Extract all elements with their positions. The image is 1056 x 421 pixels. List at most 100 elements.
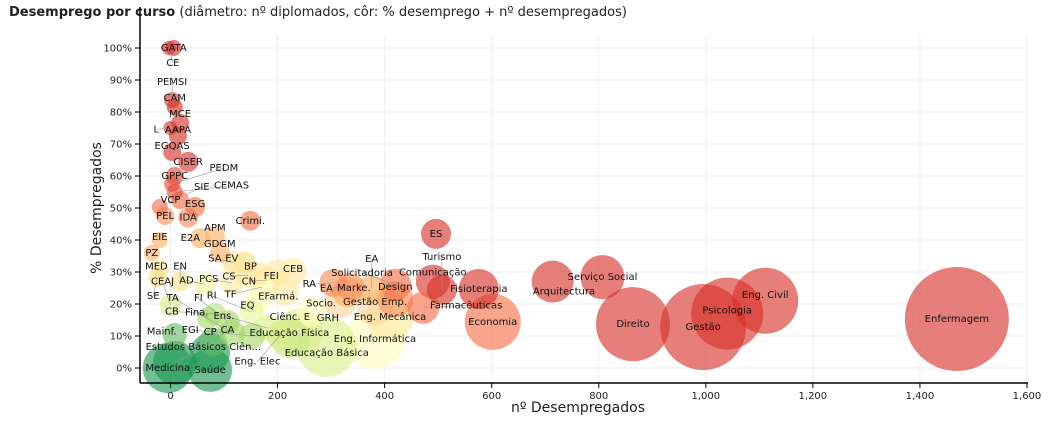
- bubble-label: Medicina: [145, 363, 190, 374]
- bubble-label: GDGM: [204, 239, 236, 250]
- label-leader-line: [196, 312, 233, 334]
- label-leader-line: [174, 346, 204, 364]
- chart-title: Desemprego por curso (diâmetro: nº diplo…: [9, 5, 627, 20]
- bubble-label: Mainf.: [147, 326, 177, 337]
- bubble-label: Serviço Social: [568, 272, 638, 283]
- bubble-label: Ens.: [213, 311, 234, 322]
- bubble-label: MED: [145, 262, 168, 273]
- label-leader-line: [186, 280, 205, 285]
- axes: 0 200 400 600 800 1,000 1,200 1,400 1,600 0% 10% 20…: [103, 7, 1041, 402]
- bubble-label: L: [153, 124, 159, 135]
- bubble-label: EIE: [152, 232, 168, 243]
- bubble[interactable]: APM: [204, 226, 225, 247]
- bubbles: Enfermagem Gestão Direito Psicologia Eng. Ci…: [142, 40, 1009, 393]
- bubble-label: Marke.: [337, 283, 371, 294]
- bubble-label: Solicitadoria: [331, 268, 393, 279]
- bubble-label: GRH: [317, 313, 339, 324]
- bubble-label: PZ: [145, 248, 158, 259]
- label-leader-lines: [152, 47, 467, 364]
- bubble-labels: Enfermagem Gestão Direito Psicologia Eng. Ci…: [145, 43, 989, 376]
- bubble[interactable]: ESG: [185, 197, 206, 218]
- y-tick-label: 30%: [110, 268, 132, 279]
- bubble-label: Arquitectura: [533, 286, 595, 297]
- bubble-label: Gestão: [685, 322, 720, 333]
- bubble[interactable]: E2A: [189, 228, 210, 249]
- bubble-label: ESG: [185, 199, 205, 210]
- x-axis-title: nº Desempregados: [511, 400, 645, 416]
- label-leader-line: [172, 167, 224, 185]
- bubble-label: Crimi.: [235, 216, 265, 227]
- x-tick-label: 400: [375, 391, 394, 402]
- bubble-label: SIE: [194, 182, 210, 193]
- bubble-label: CEMAS: [214, 181, 249, 192]
- bubble[interactable]: Direito: [595, 287, 670, 362]
- bubble[interactable]: ES: [421, 218, 452, 249]
- y-tick-label: 50%: [110, 204, 132, 215]
- bubble[interactable]: CISER: [178, 151, 199, 172]
- label-leader-line: [168, 47, 174, 63]
- title-subtitle: (diâmetro: nº diplomados, côr: % desempr…: [175, 5, 627, 20]
- x-tick-label: 1,000: [691, 391, 720, 402]
- bubble[interactable]: Serviço Social: [580, 255, 625, 300]
- bubble-label: GATA: [161, 43, 187, 54]
- bubble-label: Eng. Elec: [234, 356, 280, 367]
- bubble-label: SA: [208, 254, 222, 265]
- bubble[interactable]: Eng. Civil: [732, 267, 799, 334]
- bubble-label: EA: [365, 254, 378, 265]
- bubble-label: Enfermagem: [925, 314, 989, 325]
- label-leader-line: [152, 278, 158, 297]
- bubble[interactable]: EGQAS: [163, 143, 182, 161]
- bubble-label: EQ: [240, 301, 254, 312]
- bubble[interactable]: EIE: [151, 232, 168, 248]
- bubble[interactable]: Enfermagem: [904, 267, 1009, 372]
- x-tick-label: 800: [589, 391, 608, 402]
- y-tick-label: 90%: [110, 76, 132, 87]
- bubble-label: EV: [225, 254, 238, 265]
- bubble-label: EGQAS: [155, 141, 190, 152]
- label-leader-line: [198, 298, 228, 323]
- bubble[interactable]: Mainf.: [162, 323, 187, 348]
- bubble-label: Fisioterapia: [450, 284, 507, 295]
- bubble-label: EN: [173, 262, 187, 273]
- bubble-label: BP: [244, 261, 257, 272]
- bubble-label: PCS: [199, 274, 218, 285]
- bubble[interactable]: PZ: [143, 244, 160, 261]
- x-tick-label: 200: [268, 391, 287, 402]
- label-leader-line: [361, 272, 396, 286]
- bubble-label: CEB: [283, 264, 303, 275]
- bubble[interactable]: Fisioterapia: [458, 268, 499, 309]
- bubble-label: PEDM: [210, 163, 239, 174]
- bubble-label: IDA: [180, 213, 197, 224]
- bubble-label: RI: [207, 291, 217, 302]
- bubble-label: Saúde: [194, 364, 225, 376]
- bubble-label: RA: [303, 279, 317, 290]
- label-leader-line: [229, 274, 249, 277]
- label-leader-line: [223, 315, 269, 329]
- bubble-label: EFarmá.: [258, 290, 298, 302]
- label-leader-line: [248, 279, 268, 282]
- bubble[interactable]: GDGM: [209, 242, 230, 263]
- label-leader-line: [172, 297, 209, 319]
- bubble-label: CEAJ: [151, 276, 174, 287]
- x-tick-label: 600: [482, 391, 501, 402]
- bubble-label: Farmacêuticas: [430, 299, 502, 311]
- bubble-label: AAPA: [165, 125, 191, 136]
- bubble-label: Eng. Mecânica: [354, 311, 427, 323]
- label-leader-line: [212, 330, 228, 343]
- label-leader-line: [162, 281, 171, 306]
- bubble-label: Gestão Emp.: [343, 297, 407, 308]
- bubble[interactable]: GRH: [296, 297, 327, 327]
- bubble-label: PEL: [156, 211, 174, 222]
- y-tick-label: 40%: [110, 236, 132, 247]
- bubble-label: Educação Física: [250, 327, 330, 339]
- bubble-label: FEI: [264, 271, 279, 282]
- x-tick-label: 1,400: [906, 391, 935, 402]
- bubble-label: Estudos Básicos Ciên...: [146, 341, 261, 353]
- bubble[interactable]: Arquitectura: [531, 260, 574, 303]
- label-leader-line: [257, 334, 281, 362]
- x-tick-label: 0: [167, 391, 173, 402]
- bubble[interactable]: Crimi.: [240, 210, 261, 231]
- y-tick-label: 100%: [103, 44, 132, 55]
- y-tick-label: 20%: [110, 300, 132, 311]
